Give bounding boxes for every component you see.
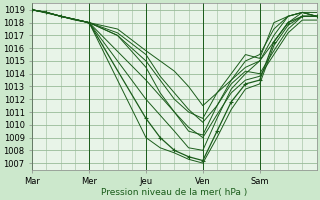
X-axis label: Pression niveau de la mer( hPa ): Pression niveau de la mer( hPa )	[101, 188, 247, 197]
